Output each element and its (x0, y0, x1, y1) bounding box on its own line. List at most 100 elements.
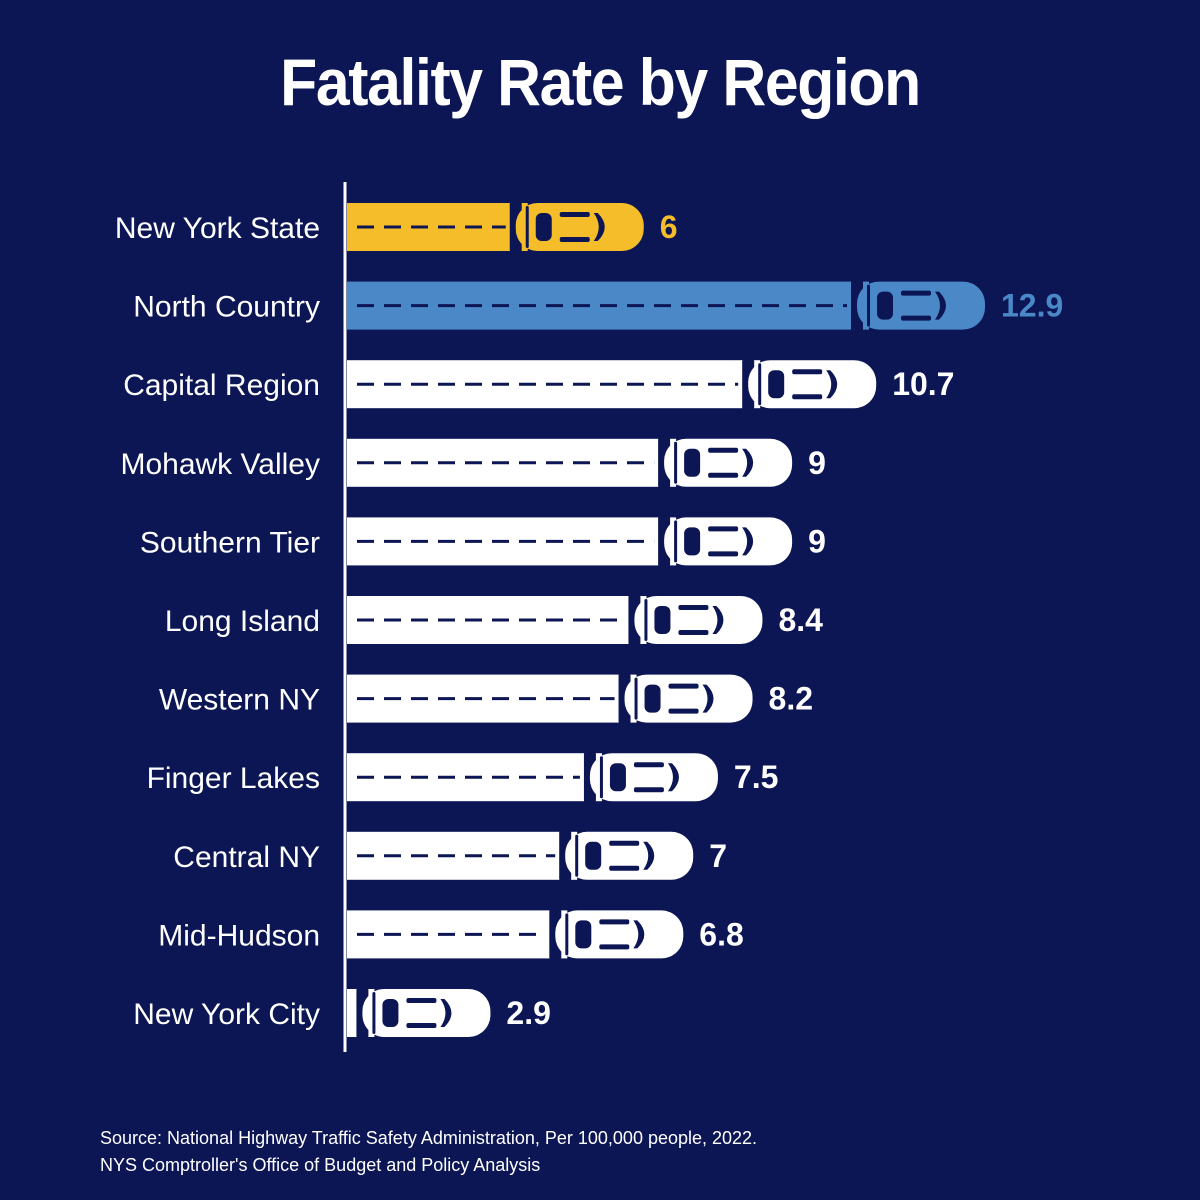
bar (347, 517, 677, 566)
rear-window (644, 684, 661, 713)
windshield (712, 606, 724, 634)
side-window (668, 708, 699, 714)
car-body (634, 596, 763, 644)
value-label: 6.8 (699, 916, 743, 952)
category-label: New York State (115, 212, 320, 245)
car-icon (559, 828, 694, 883)
source-line-2: NYS Comptroller's Office of Budget and P… (100, 1155, 541, 1175)
side-window (708, 551, 739, 557)
side-window (633, 762, 664, 768)
chart-title: Fatality Rate by Region (280, 45, 921, 119)
windshield (633, 920, 645, 949)
category-label: Long Island (165, 605, 320, 638)
car-body (362, 989, 491, 1037)
category-label: Mohawk Valley (120, 448, 320, 481)
side-window (599, 944, 630, 950)
side-window (609, 840, 640, 846)
side-window (901, 290, 931, 296)
car-icon (658, 514, 793, 569)
value-label: 2.9 (506, 995, 550, 1031)
rear-bumper-line (634, 677, 638, 720)
bar-row: Mid-Hudson 6.8 (158, 907, 744, 962)
side-window (668, 683, 699, 689)
car-icon (628, 593, 763, 647)
rear-bumper-line (867, 284, 870, 327)
side-window (559, 237, 590, 242)
category-label: North Country (133, 291, 320, 324)
bar-row: Long Island 8.4 (165, 593, 823, 647)
value-label: 6 (660, 209, 678, 245)
side-window (678, 605, 709, 610)
category-label: Mid-Hudson (158, 919, 320, 952)
value-label: 9 (808, 523, 826, 559)
side-window (708, 447, 739, 453)
side-window (559, 212, 590, 217)
rear-bumper-line (758, 363, 762, 406)
side-window (599, 919, 630, 925)
windshield (440, 999, 452, 1027)
rear-bumper-line (565, 913, 569, 956)
bar-row: North Country 12.9 (133, 278, 1063, 333)
windshield (643, 841, 655, 870)
side-window (901, 315, 931, 321)
value-label: 8.4 (778, 602, 823, 638)
bar (347, 831, 578, 880)
windshield (935, 291, 946, 320)
car-icon (618, 671, 753, 726)
bar-row: Capital Region 10.7 (123, 357, 954, 412)
car-icon (583, 750, 718, 805)
car-body (555, 910, 684, 959)
side-window (633, 787, 664, 793)
bar-row: Western NY 8.2 (159, 671, 813, 726)
rear-bumper-line (525, 206, 529, 248)
rear-bumper-line (372, 992, 376, 1034)
rear-bumper-line (674, 520, 678, 563)
car-body (589, 753, 718, 802)
category-label: New York City (133, 998, 320, 1031)
rear-bumper-line (644, 599, 648, 641)
car-body (515, 203, 644, 251)
windshield (702, 684, 714, 713)
value-label: 7 (709, 838, 727, 874)
value-label: 7.5 (734, 759, 778, 795)
windshield (742, 527, 754, 556)
car-icon (742, 357, 877, 412)
bar-row: Central NY 7 (173, 828, 727, 883)
bar-chart: New York State 6 North Country 12.9 Capital … (115, 182, 1063, 1052)
side-window (792, 369, 823, 375)
car-body (565, 831, 694, 880)
category-label: Southern Tier (140, 526, 320, 559)
rear-window (382, 999, 399, 1027)
rear-window (877, 291, 893, 320)
source-line-1: Source: National Highway Traffic Safety … (100, 1128, 758, 1148)
car-body (748, 360, 877, 409)
rear-window (609, 763, 626, 792)
rear-window (535, 213, 552, 241)
rear-window (684, 527, 701, 556)
value-label: 9 (808, 445, 826, 481)
source-note: Source: National Highway Traffic Safety … (100, 1125, 757, 1179)
bar-row: Finger Lakes 7.5 (147, 750, 778, 805)
bar-row: New York City 2.9 (133, 986, 551, 1040)
rear-bumper-line (575, 834, 579, 877)
car-body (857, 281, 985, 330)
windshield (593, 213, 605, 241)
value-label: 10.7 (892, 366, 954, 402)
car-icon (549, 907, 684, 962)
value-label: 8.2 (769, 681, 813, 717)
car-icon (356, 986, 491, 1040)
category-label: Central NY (173, 841, 320, 874)
value-label: 12.9 (1001, 288, 1063, 324)
windshield (826, 370, 838, 399)
car-body (664, 517, 793, 566)
bar-row: Mohawk Valley 9 (120, 435, 826, 490)
windshield (742, 448, 754, 477)
rear-window (585, 841, 602, 870)
car-icon (851, 278, 985, 333)
car-body (624, 674, 753, 723)
car-icon (658, 435, 793, 490)
side-window (708, 526, 739, 532)
side-window (708, 472, 739, 478)
car-body (664, 438, 793, 487)
